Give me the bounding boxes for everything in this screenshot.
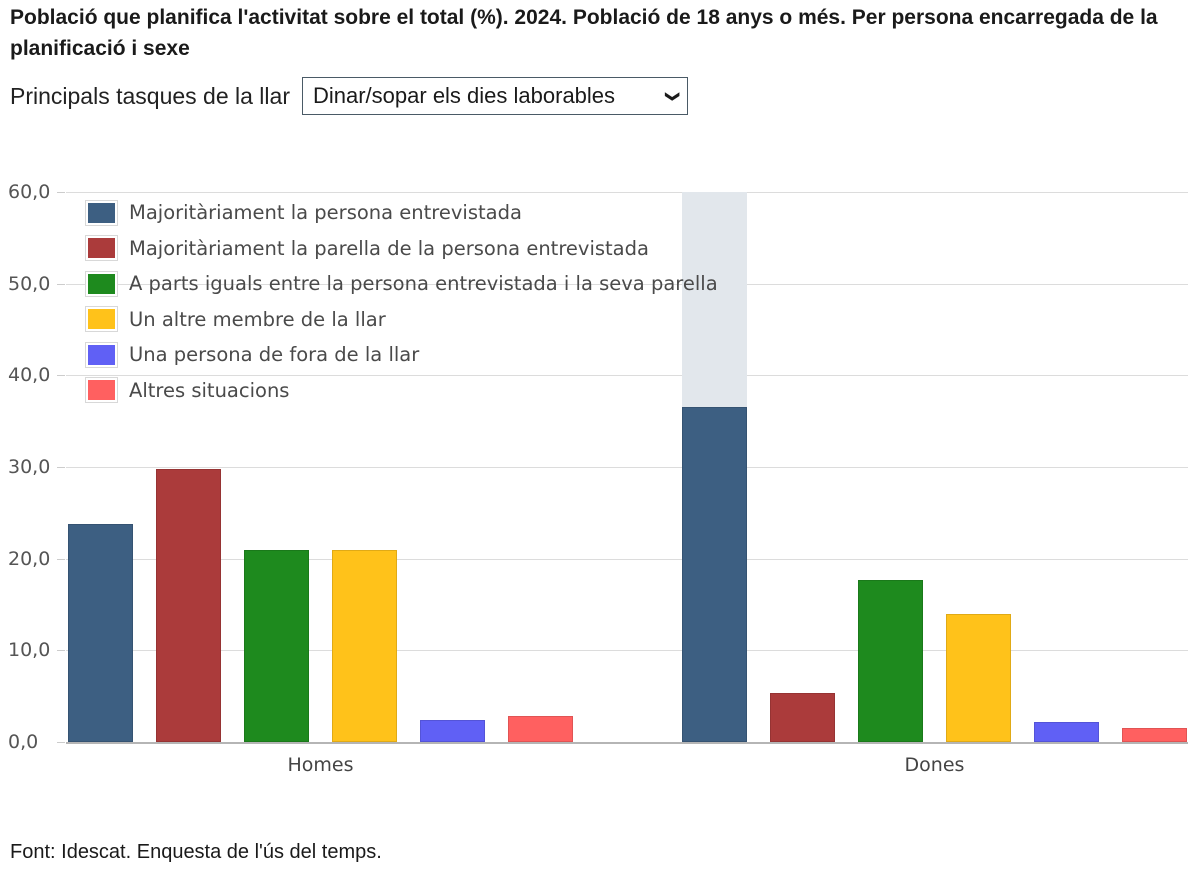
legend-swatch-icon [85, 377, 118, 404]
bar[interactable] [770, 692, 835, 742]
x-category-label: Homes [287, 754, 354, 776]
source-note: Font: Idescat. Enquesta de l'ús del temp… [10, 841, 382, 863]
bar-chart: 0,0 10,0 20,0 30,0 40,0 50,0 60,0 Homes Dones [0, 180, 1200, 790]
y-tick-label: 10,0 [8, 639, 51, 662]
gridline [66, 192, 1188, 193]
legend-item[interactable]: Majoritàriament la parella de la persona… [85, 231, 718, 267]
y-tick-label: 40,0 [8, 364, 51, 387]
legend-swatch-icon [85, 235, 118, 262]
legend-label: Majoritàriament la parella de la persona… [129, 236, 649, 260]
legend-label: Majoritàriament la persona entrevistada [129, 201, 522, 225]
filter-row: Principals tasques de la llar Dinar/sopa… [10, 77, 688, 115]
gridline [66, 650, 1188, 652]
legend-swatch-icon [85, 306, 118, 333]
household-task-select[interactable]: Dinar/sopar els dies laborables ❯ [301, 77, 688, 115]
bar[interactable] [332, 549, 397, 742]
bar[interactable] [244, 549, 309, 742]
bar[interactable] [682, 406, 747, 742]
chart-legend: Majoritàriament la persona entrevistada M… [85, 195, 718, 409]
y-tick-mark [57, 375, 65, 377]
chart-title: Població que planifica l'activitat sobre… [10, 6, 1158, 60]
legend-item[interactable]: A parts iguals entre la persona entrevis… [85, 266, 718, 302]
bar[interactable] [946, 613, 1011, 742]
y-tick-mark [57, 558, 65, 560]
y-tick-label: 30,0 [8, 456, 51, 478]
filter-label: Principals tasques de la llar [10, 82, 290, 109]
y-tick-mark [57, 467, 65, 468]
y-tick-label: 50,0 [8, 272, 51, 295]
x-axis-line [66, 742, 1188, 744]
y-tick-mark [57, 650, 65, 652]
y-tick-label: 0,0 [8, 731, 39, 753]
legend-swatch-icon [85, 199, 118, 226]
bar[interactable] [1122, 728, 1187, 742]
gridline [66, 283, 1188, 285]
select-value: Dinar/sopar els dies laborables [312, 83, 616, 108]
gridline [66, 467, 1188, 468]
legend-swatch-icon [85, 341, 118, 368]
bar[interactable] [858, 579, 923, 742]
y-tick-mark [57, 742, 65, 743]
legend-label: A parts iguals entre la persona entrevis… [129, 272, 718, 296]
bar[interactable] [156, 468, 221, 742]
legend-label: Un altre membre de la llar [129, 307, 386, 331]
bar[interactable] [420, 720, 485, 742]
gridline [66, 375, 1188, 377]
y-tick-label: 60,0 [8, 181, 51, 203]
legend-item[interactable]: Altres situacions [85, 373, 718, 409]
legend-swatch-icon [85, 270, 118, 297]
legend-item[interactable]: Majoritàriament la persona entrevistada [85, 195, 718, 231]
x-category-label: Dones [904, 754, 965, 776]
bar[interactable] [68, 523, 133, 742]
legend-label: Altres situacions [129, 378, 290, 402]
y-tick-mark [57, 283, 65, 285]
legend-item[interactable]: Una persona de fora de la llar [85, 337, 718, 373]
y-tick-label: 20,0 [8, 547, 51, 570]
bar[interactable] [1034, 721, 1099, 742]
bar[interactable] [508, 716, 573, 742]
legend-label: Una persona de fora de la llar [129, 343, 420, 367]
gridline [66, 558, 1188, 560]
y-tick-mark [57, 192, 65, 193]
chevron-down-icon: ❯ [665, 90, 682, 102]
legend-item[interactable]: Un altre membre de la llar [85, 302, 718, 338]
